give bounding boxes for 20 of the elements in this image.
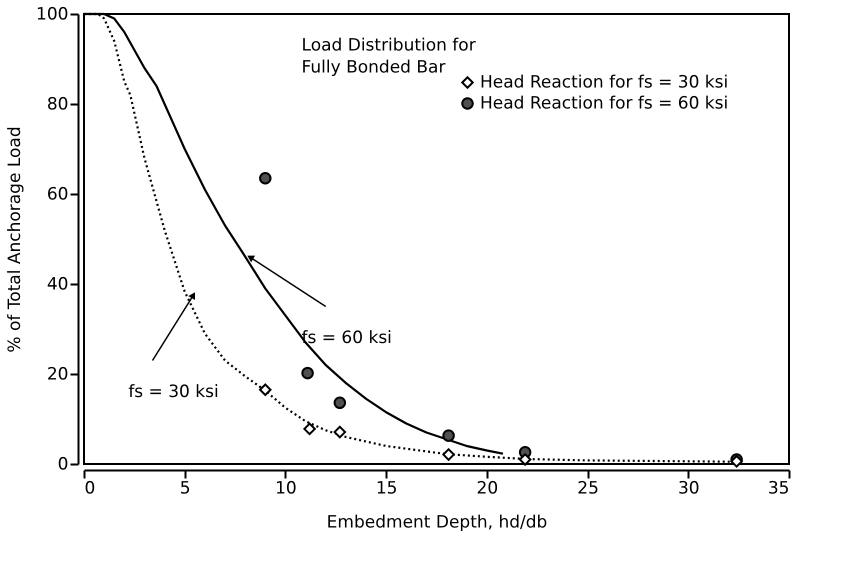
x-axis-title: Embedment Depth, hd/db xyxy=(326,512,548,532)
legend-label: Head Reaction for fs = 60 ksi xyxy=(480,94,728,114)
y-tick-label: 80 xyxy=(46,94,68,114)
y-tick-label: 0 xyxy=(58,454,68,474)
legend-label: Head Reaction for fs = 30 ksi xyxy=(480,72,728,92)
x-tick-label: 20 xyxy=(476,478,498,498)
x-tick-label: 10 xyxy=(275,478,297,498)
x-tick-label: 25 xyxy=(577,478,599,498)
annotation: Load Distribution for Fully Bonded Bar xyxy=(302,36,476,78)
y-tick-label: 100 xyxy=(36,4,68,24)
x-tick-label: 5 xyxy=(180,478,191,498)
x-tick-label: 35 xyxy=(768,478,790,498)
x-tick-label: 30 xyxy=(678,478,700,498)
x-tick-label: 0 xyxy=(84,478,96,498)
annotation: fs = 30 ksi xyxy=(128,382,219,402)
y-axis-title: % of Total Anchorage Load xyxy=(5,126,26,353)
x-tick-label: 15 xyxy=(376,478,398,498)
y-tick-label: 40 xyxy=(46,274,68,294)
y-tick-label: 20 xyxy=(46,364,68,384)
y-tick-label: 60 xyxy=(46,184,68,204)
